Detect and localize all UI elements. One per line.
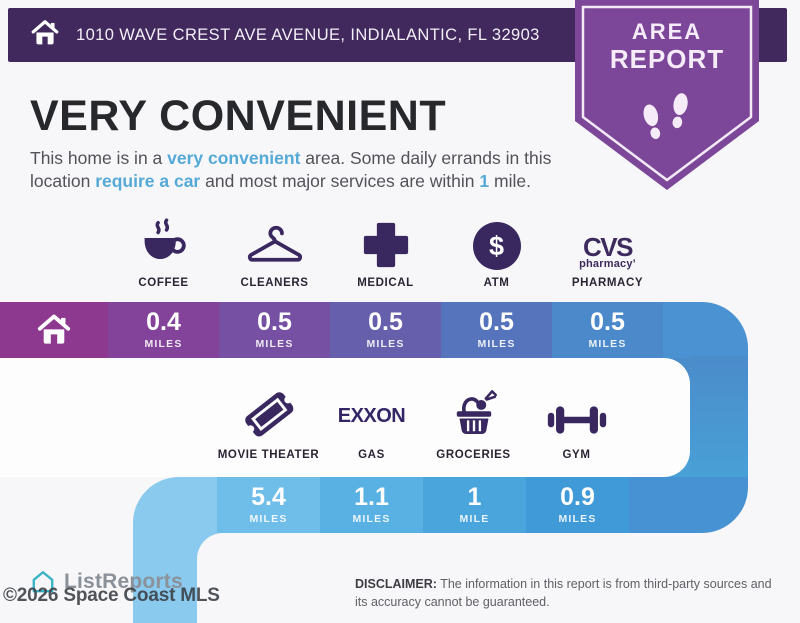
listreports-house-icon [32,571,54,593]
amenity-groceries: GROCERIES [422,384,525,461]
distance-bar-row1: 0.4 MILES 0.5 MILES 0.5 MILES 0.5 MILES … [0,302,748,358]
distance-unit: MILES [588,338,627,350]
summary-text: This home is in a [30,148,168,168]
exxon-logo-text: EXXON [337,405,406,427]
dumbbell-icon [546,384,608,442]
summary-text: and most major services are within [200,171,480,192]
amenity-label: ATM [483,277,510,289]
amenity-atm: $ ATM [441,208,552,289]
amenity-label: GAS [358,449,385,461]
badge-title-area: AREA [631,19,703,44]
property-address: 1010 WAVE CREST AVE AVENUE, INDIALANTIC,… [76,25,540,44]
distance-unit: MILES [255,338,294,350]
distance-unit: MILES [477,338,516,350]
distance-value: 0.5 [590,308,625,336]
exxon-logo: EXXON [338,384,406,442]
amenity-label: MOVIE THEATER [217,449,320,461]
distance-segment-groceries: 1 MILE [423,477,526,533]
amenity-label: CLEANERS [240,277,309,289]
amenity-pharmacy: CVS pharmacy’ PHARMACY [552,208,663,289]
distance-value: 0.5 [257,308,292,336]
amenity-movie-theater: MOVIE THEATER [217,384,320,461]
connector-strip-left [133,522,197,623]
disclaimer-body: The information in this report is from t… [355,577,772,610]
bar2-tail [629,477,748,533]
distance-segment-pharmacy: 0.5 MILES [552,302,663,358]
amenity-medical: MEDICAL [330,208,441,289]
disclaimer-label: DISCLAIMER: [355,577,437,591]
distance-bar-row2: 5.4 MILES 1.1 MILES 1 MILE 0.9 MILES [133,477,748,533]
coffee-icon [137,208,191,270]
distance-unit: MILES [144,338,183,350]
listreports-logo-text: ListReports [64,570,183,593]
bar2-lead-segment [133,477,217,533]
distance-segment-coffee: 0.4 MILES [108,302,219,358]
distance-value: 0.5 [479,308,514,336]
dollar-glyph: $ [488,230,505,261]
distance-unit: MILES [249,513,288,525]
medical-cross-icon [361,208,411,270]
badge-title-report: REPORT [609,44,725,74]
cvs-logo-text: CVS [583,231,633,262]
footer-content-panel [197,533,800,623]
listreports-logo: ListReports [30,569,183,595]
summary-text: mile. [489,171,531,192]
distance-segment-cleaners: 0.5 MILES [219,302,330,358]
home-icon [30,19,60,52]
amenity-label: GROCERIES [436,449,511,461]
amenity-gas: EXXON GAS [320,384,423,461]
hanger-icon [245,208,305,270]
footprints-icon [643,93,688,139]
distance-value: 5.4 [251,483,286,511]
summary-text: area. Some daily errands in this locatio… [30,148,552,192]
amenity-label: PHARMACY [571,277,644,289]
distance-segment-atm: 0.5 MILES [441,302,552,358]
distance-unit: MILES [558,513,597,525]
distance-segment-movie-theater: 5.4 MILES [217,477,320,533]
bar1-home-segment [0,302,108,358]
connector-strip-right [690,356,748,478]
dollar-circle-icon: $ [472,208,521,270]
distance-segment-gas: 1.1 MILES [320,477,423,533]
highlight-require-a-car: require a car [95,171,201,192]
distance-value: 1 [467,483,482,511]
distance-value: 0.4 [146,308,181,336]
distance-unit: MILE [459,513,490,525]
distance-segment-medical: 0.5 MILES [330,302,441,358]
cvs-logo: CVS pharmacy’ [579,208,636,270]
amenity-cleaners: CLEANERS [219,208,330,289]
amenity-label: GYM [562,449,591,461]
distance-unit: MILES [352,513,391,525]
bar1-tail [663,302,748,358]
amenity-label: COFFEE [138,277,189,289]
mls-watermark: ©2026 Space Coast MLS [3,585,220,606]
summary-paragraph: This home is in a very convenient area. … [30,147,580,194]
highlight-one: 1 [479,171,490,192]
distance-value: 0.9 [560,483,595,511]
cvs-logo-subtext: pharmacy’ [579,258,636,270]
distance-value: 1.1 [354,483,389,511]
badge-ribbon-shape [575,0,759,190]
amenity-gym: GYM [525,384,628,461]
distance-unit: MILES [366,338,405,350]
amenity-label: MEDICAL [357,277,414,289]
page-title: VERY CONVENIENT [30,92,447,140]
amenity-coffee: COFFEE [108,208,219,289]
highlight-very-convenient: very convenient [167,148,301,168]
disclaimer: DISCLAIMER: The information in this repo… [355,575,781,611]
grocery-basket-icon [445,384,503,442]
home-icon [37,314,71,344]
distance-segment-gym: 0.9 MILES [526,477,629,533]
movie-ticket-icon [238,384,300,442]
area-report-badge: AREA REPORT [575,0,759,194]
distance-value: 0.5 [368,308,403,336]
